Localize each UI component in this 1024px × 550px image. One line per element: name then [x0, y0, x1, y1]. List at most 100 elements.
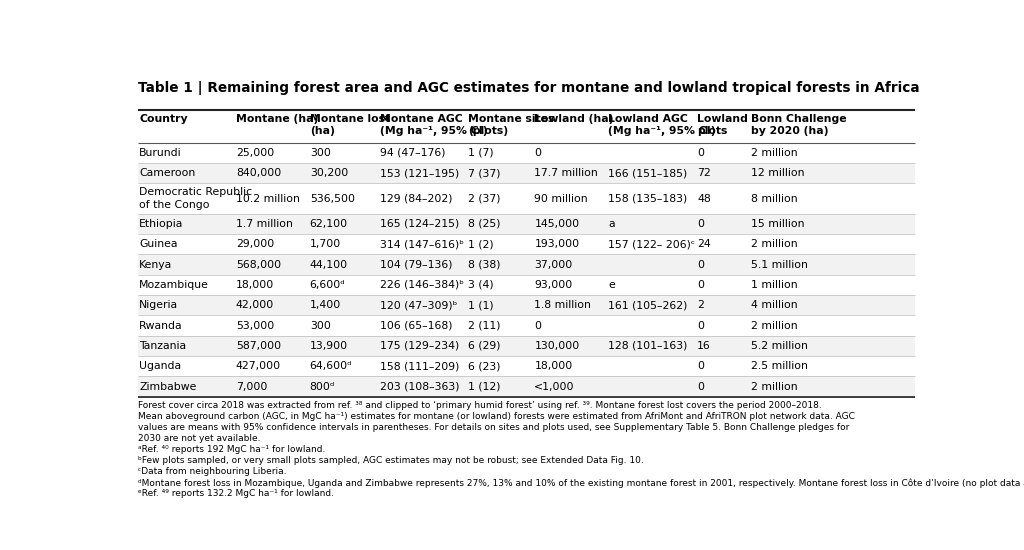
Text: 5.1 million: 5.1 million — [751, 260, 808, 270]
Text: 175 (129–234): 175 (129–234) — [380, 341, 459, 351]
Text: 203 (108–363): 203 (108–363) — [380, 382, 459, 392]
Text: 94 (47–176): 94 (47–176) — [380, 148, 445, 158]
Text: 128 (101–163): 128 (101–163) — [608, 341, 687, 351]
Text: 4 million: 4 million — [751, 300, 798, 310]
Text: 104 (79–136): 104 (79–136) — [380, 260, 452, 270]
Text: 10.2 million: 10.2 million — [236, 194, 300, 204]
Text: 157 (122– 206)ᶜ: 157 (122– 206)ᶜ — [608, 239, 695, 249]
Text: 153 (121–195): 153 (121–195) — [380, 168, 459, 178]
Text: Zimbabwe: Zimbabwe — [139, 382, 197, 392]
Text: 0: 0 — [697, 280, 705, 290]
Text: Bonn Challenge
by 2020 (ha): Bonn Challenge by 2020 (ha) — [751, 114, 847, 136]
Text: 300: 300 — [309, 321, 331, 331]
Text: 72: 72 — [697, 168, 711, 178]
Text: 300: 300 — [309, 148, 331, 158]
Text: 158 (111–209): 158 (111–209) — [380, 361, 459, 371]
Text: 587,000: 587,000 — [236, 341, 281, 351]
Text: 145,000: 145,000 — [535, 219, 580, 229]
Text: Montane AGC
(Mg ha⁻¹, 95% CI): Montane AGC (Mg ha⁻¹, 95% CI) — [380, 114, 487, 136]
Text: 2 million: 2 million — [751, 148, 798, 158]
Text: 13,900: 13,900 — [309, 341, 348, 351]
Text: Mean aboveground carbon (AGC, in MgC ha⁻¹) estimates for montane (or lowland) fo: Mean aboveground carbon (AGC, in MgC ha⁻… — [137, 412, 854, 421]
Text: ᶜData from neighbouring Liberia.: ᶜData from neighbouring Liberia. — [137, 467, 286, 476]
Text: 0: 0 — [697, 382, 705, 392]
Text: Kenya: Kenya — [139, 260, 172, 270]
Text: Uganda: Uganda — [139, 361, 181, 371]
Text: 6,600ᵈ: 6,600ᵈ — [309, 280, 345, 290]
Text: Cameroon: Cameroon — [139, 168, 196, 178]
Text: 18,000: 18,000 — [535, 361, 572, 371]
Text: 17.7 million: 17.7 million — [535, 168, 598, 178]
Text: 16: 16 — [697, 341, 711, 351]
Text: 2030 are not yet available.: 2030 are not yet available. — [137, 434, 260, 443]
Text: 1 (7): 1 (7) — [468, 148, 494, 158]
Text: <1,000: <1,000 — [535, 382, 574, 392]
Text: 6 (23): 6 (23) — [468, 361, 501, 371]
Text: 427,000: 427,000 — [236, 361, 281, 371]
Text: 44,100: 44,100 — [309, 260, 348, 270]
Text: 8 million: 8 million — [751, 194, 798, 204]
Text: ᵇFew plots sampled, or very small plots sampled, AGC estimates may not be robust: ᵇFew plots sampled, or very small plots … — [137, 456, 643, 465]
Text: Montane sites
(plots): Montane sites (plots) — [468, 114, 555, 136]
Text: a: a — [608, 219, 614, 229]
Text: 62,100: 62,100 — [309, 219, 348, 229]
Text: 0: 0 — [697, 260, 705, 270]
Text: Lowland (ha): Lowland (ha) — [535, 114, 613, 124]
Text: Montane (ha): Montane (ha) — [236, 114, 318, 124]
Text: 1 (12): 1 (12) — [468, 382, 501, 392]
Text: 37,000: 37,000 — [535, 260, 572, 270]
Text: 53,000: 53,000 — [236, 321, 274, 331]
Text: 2.5 million: 2.5 million — [751, 361, 808, 371]
Text: 129 (84–202): 129 (84–202) — [380, 194, 452, 204]
Text: 2 million: 2 million — [751, 239, 798, 249]
Text: 29,000: 29,000 — [236, 239, 274, 249]
Text: 48: 48 — [697, 194, 711, 204]
Text: Forest cover circa 2018 was extracted from ref. ³⁸ and clipped to ‘primary humid: Forest cover circa 2018 was extracted fr… — [137, 401, 821, 410]
Text: Democratic Republic
of the Congo: Democratic Republic of the Congo — [139, 188, 252, 210]
Text: 314 (147–616)ᵇ: 314 (147–616)ᵇ — [380, 239, 464, 249]
Text: 2 (11): 2 (11) — [468, 321, 501, 331]
Text: Tanzania: Tanzania — [139, 341, 186, 351]
Text: 193,000: 193,000 — [535, 239, 580, 249]
Bar — [137, 376, 915, 397]
Text: 106 (65–168): 106 (65–168) — [380, 321, 452, 331]
Text: 0: 0 — [697, 321, 705, 331]
Text: 3 (4): 3 (4) — [468, 280, 494, 290]
Text: 800ᵈ: 800ᵈ — [309, 382, 335, 392]
Text: 24: 24 — [697, 239, 711, 249]
Text: 0: 0 — [535, 321, 542, 331]
Text: 90 million: 90 million — [535, 194, 588, 204]
Text: 5.2 million: 5.2 million — [751, 341, 808, 351]
Text: 1 (2): 1 (2) — [468, 239, 494, 249]
Text: 2 million: 2 million — [751, 382, 798, 392]
Text: 0: 0 — [697, 148, 705, 158]
Text: 6 (29): 6 (29) — [468, 341, 501, 351]
Text: 12 million: 12 million — [751, 168, 805, 178]
Text: 15 million: 15 million — [751, 219, 805, 229]
Text: 120 (47–309)ᵇ: 120 (47–309)ᵇ — [380, 300, 457, 310]
Text: e: e — [608, 280, 614, 290]
Text: Burundi: Burundi — [139, 148, 181, 158]
Bar — [137, 255, 915, 275]
Text: Lowland
plots: Lowland plots — [697, 114, 748, 136]
Bar — [137, 336, 915, 356]
Text: 130,000: 130,000 — [535, 341, 580, 351]
Text: 8 (38): 8 (38) — [468, 260, 501, 270]
Text: 1.8 million: 1.8 million — [535, 300, 591, 310]
Text: 161 (105–262): 161 (105–262) — [608, 300, 687, 310]
Text: Rwanda: Rwanda — [139, 321, 182, 331]
Text: 25,000: 25,000 — [236, 148, 274, 158]
Text: Guinea: Guinea — [139, 239, 177, 249]
Text: 30,200: 30,200 — [309, 168, 348, 178]
Text: 0: 0 — [535, 148, 542, 158]
Text: 1.7 million: 1.7 million — [236, 219, 293, 229]
Text: 2: 2 — [697, 300, 703, 310]
Text: Country: Country — [139, 114, 187, 124]
Bar — [137, 295, 915, 316]
Text: 7 (37): 7 (37) — [468, 168, 501, 178]
Text: 536,500: 536,500 — [309, 194, 354, 204]
Text: 1,400: 1,400 — [309, 300, 341, 310]
Text: 1 (1): 1 (1) — [468, 300, 494, 310]
Text: 7,000: 7,000 — [236, 382, 267, 392]
Text: 18,000: 18,000 — [236, 280, 274, 290]
